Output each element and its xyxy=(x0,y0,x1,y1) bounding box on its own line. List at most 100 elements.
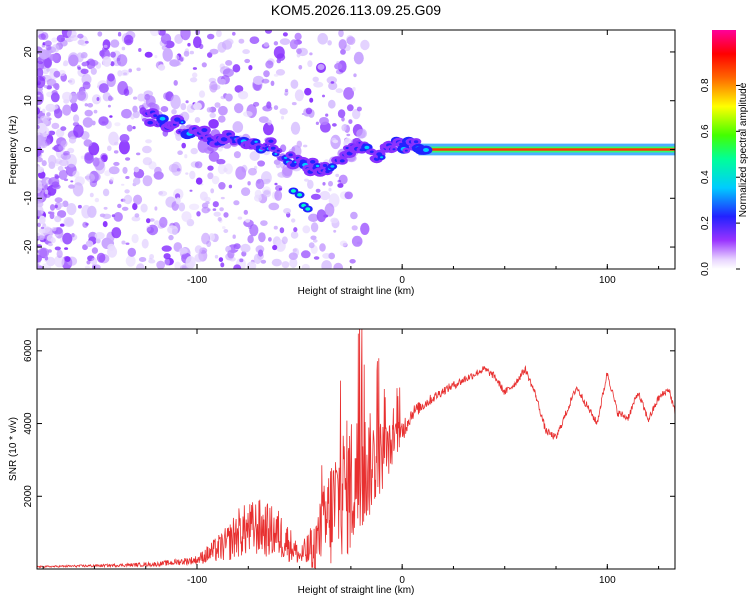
x-tick-label: -100 xyxy=(187,575,207,586)
speckle-blob xyxy=(132,202,138,211)
speckle-blob xyxy=(145,139,152,144)
speckle-blob xyxy=(56,34,65,43)
speckle-blob xyxy=(360,222,370,235)
speckle-blob xyxy=(322,182,326,186)
speckle-blob xyxy=(37,205,44,217)
speckle-blob xyxy=(125,176,130,179)
snr-panel: -100 0 100 2000 4000 6000 Height of straight … xyxy=(8,266,676,596)
speckle-blob xyxy=(154,55,158,59)
speckle-blob xyxy=(113,150,119,154)
speckle-blob xyxy=(218,257,224,262)
speckle-blob xyxy=(338,30,344,38)
speckle-blob xyxy=(53,70,61,78)
speckle-blob xyxy=(312,76,319,83)
speckle-blob xyxy=(327,40,332,46)
speckle-blob xyxy=(225,38,234,46)
speckle-blob xyxy=(159,216,168,228)
speckle-blob xyxy=(57,210,67,218)
speckle-blob xyxy=(240,243,251,253)
speckle-blob xyxy=(340,49,346,55)
speckle-blob xyxy=(98,83,109,94)
speckle-blob xyxy=(194,253,204,263)
spectrogram-ridge xyxy=(142,108,675,213)
speckle-blob xyxy=(160,33,172,45)
speckle-blob xyxy=(37,107,40,115)
speckle-blob xyxy=(207,33,215,40)
speckle-blob xyxy=(140,203,148,213)
speckle-blob xyxy=(308,242,315,249)
speckle-blob xyxy=(130,113,135,120)
speckle-blob xyxy=(51,181,60,188)
speckle-blob xyxy=(138,48,142,52)
speckle-blob xyxy=(273,41,279,46)
speckle-blob xyxy=(122,166,128,174)
speckle-blob xyxy=(108,95,113,102)
speckle-blob xyxy=(301,250,311,259)
speckle-blob xyxy=(82,221,89,228)
ridge-blob-core xyxy=(330,165,335,168)
speckle-blob xyxy=(283,208,292,214)
speckle-blob xyxy=(93,109,98,114)
speckle-blob xyxy=(174,261,181,269)
speckle-blob xyxy=(258,249,264,257)
speckle-blob xyxy=(50,92,60,103)
speckle-blob xyxy=(338,39,347,50)
speckle-blob xyxy=(274,190,283,201)
speckle-blob xyxy=(168,234,174,241)
speckle-blob xyxy=(47,242,53,247)
speckle-blob xyxy=(310,235,317,241)
speckle-blob xyxy=(154,206,158,211)
speckle-blob xyxy=(207,165,214,171)
speckle-blob xyxy=(136,263,145,269)
ridge-blob-core xyxy=(380,156,384,159)
speckle-blob xyxy=(265,30,272,34)
speckle-blob xyxy=(149,254,155,260)
speckle-blob xyxy=(110,51,116,58)
ridge-blob-core xyxy=(294,161,297,164)
speckle-blob xyxy=(102,39,111,50)
speckle-blob xyxy=(341,116,345,122)
speckle-blob xyxy=(291,218,296,223)
speckle-blob xyxy=(190,147,198,155)
speckle-blob xyxy=(360,39,370,51)
speckle-blob xyxy=(40,225,51,234)
speckle-blob xyxy=(332,123,337,127)
speckle-blob xyxy=(66,30,77,39)
speckle-blob xyxy=(44,189,49,195)
speckle-blob xyxy=(89,192,94,198)
speckle-blob xyxy=(223,212,229,218)
speckle-blob xyxy=(319,190,331,201)
speckle-blob xyxy=(289,257,298,268)
speckle-blob xyxy=(133,166,140,173)
speckle-blob xyxy=(195,30,201,36)
speckle-blob xyxy=(198,90,206,98)
speckle-blob xyxy=(53,104,59,110)
speckle-blob xyxy=(48,107,53,111)
speckle-blob xyxy=(37,67,44,78)
speckle-blob xyxy=(350,211,358,220)
speckle-blob xyxy=(54,204,58,209)
speckle-blob xyxy=(213,211,221,217)
speckle-blob xyxy=(99,50,105,57)
speckle-blob xyxy=(51,227,57,232)
speckle-blob xyxy=(54,108,63,119)
speckle-blob xyxy=(232,64,241,73)
speckle-blob xyxy=(102,188,110,197)
speckle-blob xyxy=(232,31,236,36)
speckle-blob xyxy=(301,113,305,115)
speckle-blob xyxy=(103,206,108,210)
speckle-blob xyxy=(290,231,299,239)
speckle-blob xyxy=(160,106,169,113)
speckle-blob xyxy=(121,183,125,186)
speckle-blob xyxy=(184,154,188,159)
speckle-blob xyxy=(58,169,68,180)
ridge-blob-core xyxy=(254,140,258,143)
speckle-blob xyxy=(136,152,141,156)
speckle-blob xyxy=(263,178,269,184)
speckle-blob xyxy=(293,227,298,233)
speckle-blob xyxy=(125,242,130,245)
speckle-blob xyxy=(73,124,84,138)
speckle-blob xyxy=(80,155,85,159)
speckle-blob xyxy=(276,58,282,64)
speckle-blob xyxy=(177,150,183,155)
